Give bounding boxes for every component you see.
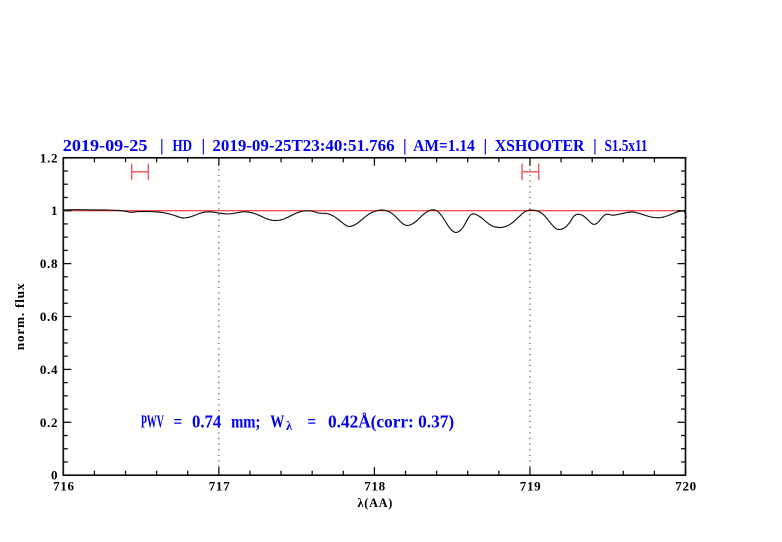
svg-text:0.6: 0.6 [40, 309, 58, 324]
svg-text:0.74: 0.74 [192, 412, 221, 432]
svg-text:S1.5x11: S1.5x11 [605, 136, 648, 155]
svg-text:=: = [174, 412, 183, 432]
svg-text:HD: HD [173, 136, 193, 155]
svg-text:λ(AA): λ(AA) [358, 496, 394, 510]
svg-text:0.42Å(corr: 0.37): 0.42Å(corr: 0.37) [328, 412, 454, 433]
svg-text:norm. flux: norm. flux [13, 283, 27, 351]
svg-text:1.2: 1.2 [40, 150, 58, 165]
svg-text:|: | [201, 136, 205, 155]
svg-text:0: 0 [51, 468, 58, 483]
svg-text:2019-09-25: 2019-09-25 [63, 136, 148, 155]
svg-text:=: = [307, 412, 316, 432]
svg-text:PWV: PWV [141, 412, 164, 432]
svg-text:0.2: 0.2 [40, 415, 58, 430]
svg-text:1: 1 [51, 203, 58, 218]
svg-text:717: 717 [209, 479, 231, 494]
svg-text:AM=1.14: AM=1.14 [413, 136, 475, 155]
svg-text:720: 720 [675, 479, 697, 494]
svg-text:716: 716 [53, 479, 75, 494]
svg-text:XSHOOTER: XSHOOTER [495, 136, 586, 155]
svg-text:|: | [593, 136, 597, 155]
svg-text:718: 718 [364, 479, 386, 494]
svg-text:2019-09-25T23:40:51.766: 2019-09-25T23:40:51.766 [212, 136, 394, 155]
svg-text:λ: λ [286, 419, 293, 433]
svg-text:0.4: 0.4 [40, 362, 58, 377]
svg-text:mm;: mm; [231, 412, 260, 432]
svg-text:719: 719 [520, 479, 542, 494]
svg-text:0.8: 0.8 [40, 256, 58, 271]
svg-text:|: | [160, 136, 164, 155]
svg-text:|: | [483, 136, 487, 155]
svg-text:W: W [270, 412, 284, 432]
svg-text:|: | [403, 136, 407, 155]
